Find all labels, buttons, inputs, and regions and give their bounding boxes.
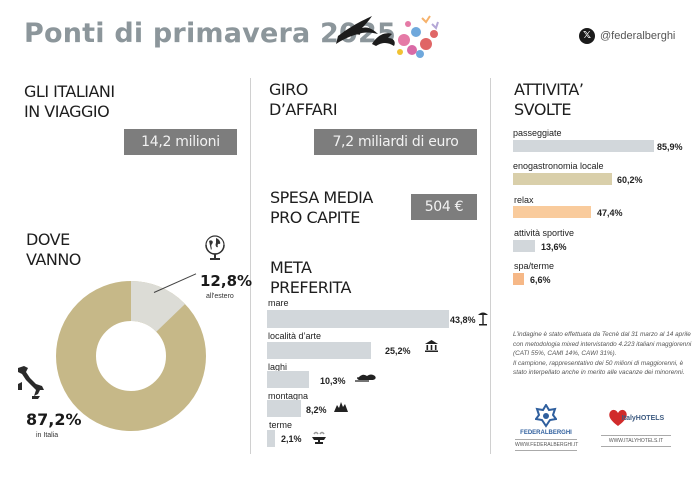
methodology-note-para2: Il campione, rappresentativo dei 50 mili… <box>513 359 685 377</box>
social-handle[interactable]: 𝕏 @federalberghi <box>579 28 675 44</box>
activity-bar-spa <box>513 273 524 285</box>
destination-heading-line2: PREFERITA <box>270 278 352 297</box>
activities-heading-line1: ATTIVITA’ <box>514 80 584 99</box>
italyhotels-name: ItalyHOTELS <box>621 414 665 422</box>
destination-bar-laghi <box>267 371 309 388</box>
spending-value: 504 € <box>411 194 477 220</box>
activity-bar-enogastronomia <box>513 173 612 185</box>
destination-label: mare <box>268 298 289 308</box>
abroad-label: all'estero <box>206 293 234 300</box>
activity-label: attività sportive <box>514 228 575 238</box>
swallow-flowers-icon <box>336 15 439 58</box>
activity-bar-sportive <box>513 240 535 252</box>
destination-value: 25,2% <box>385 346 411 356</box>
federalberghi-url[interactable]: WWW.FEDERALBERGHI.IT <box>515 442 579 448</box>
where-heading-line2: VANNO <box>26 250 81 269</box>
logo-divider <box>601 435 671 436</box>
destination-label: terme <box>269 420 293 430</box>
activities-heading-line2: SVOLTE <box>514 100 572 119</box>
federalberghi-logo[interactable]: FEDERALBERGHI WWW.FEDERALBERGHI.IT <box>515 404 579 451</box>
destination-value: 2,1% <box>281 434 302 444</box>
destination-heading-line1: META <box>270 258 312 277</box>
mountain-icon <box>334 402 348 412</box>
destination-value: 43,8% <box>450 315 476 325</box>
abroad-percent: 12,8% <box>200 272 253 290</box>
logo-divider <box>515 450 577 451</box>
destination-value: 10,3% <box>320 376 346 386</box>
globe-icon <box>205 235 225 260</box>
donut-slice-abroad <box>56 281 206 431</box>
turnover-heading-line1: GIRO <box>269 80 308 99</box>
where-heading: DOVE VANNO <box>26 230 81 270</box>
activities-heading: ATTIVITA’ SVOLTE <box>514 80 584 120</box>
turnover-heading: GIRO D’AFFARI <box>269 80 338 120</box>
activity-label: passeggiate <box>513 128 562 138</box>
heart-icon <box>609 409 627 426</box>
column-divider-2 <box>490 78 491 454</box>
x-logo-icon: 𝕏 <box>579 28 595 44</box>
travelers-heading-line2: IN VIAGGIO <box>24 102 110 121</box>
page-title: Ponti di primavera 2025 <box>24 18 396 49</box>
methodology-note: L’indagine è stato effettuata da Tecnè d… <box>513 330 693 378</box>
activity-label: spa/terme <box>514 261 555 271</box>
activity-value: 13,6% <box>541 242 567 252</box>
destination-bar-arte <box>267 342 371 359</box>
activity-label: relax <box>514 195 534 205</box>
activity-value: 47,4% <box>597 208 623 218</box>
travelers-heading: GLI ITALIANI IN VIAGGIO <box>24 82 115 122</box>
social-handle-text: @federalberghi <box>600 30 676 42</box>
destination-bar-mare <box>267 310 449 328</box>
destination-heading: META PREFERITA <box>270 258 352 298</box>
logo-divider <box>601 446 671 447</box>
italy-map-icon <box>18 366 44 399</box>
museum-icon <box>425 340 438 352</box>
destination-bar-montagna <box>267 400 301 417</box>
spa-fountain-icon <box>312 431 326 444</box>
federalberghi-name: FEDERALBERGHI <box>520 430 572 436</box>
italy-label: in Italia <box>36 432 59 439</box>
spending-heading-line2: PRO CAPITE <box>270 208 360 227</box>
activity-label: enogastronomia locale <box>513 161 604 171</box>
spending-heading-line1: SPESA MEDIA <box>270 188 373 207</box>
destination-label: località d’arte <box>268 331 322 341</box>
destination-bar-terme <box>267 430 275 447</box>
federalberghi-emblem-icon <box>535 404 557 428</box>
travelers-heading-line1: GLI ITALIANI <box>24 82 115 101</box>
methodology-note-para1: L’indagine è stato effettuata da Tecnè d… <box>513 331 692 358</box>
italyhotels-logo[interactable]: ItalyHOTELS WWW.ITALYHOTELS.IT <box>601 404 671 447</box>
logo-divider <box>515 439 577 440</box>
column-divider-1 <box>250 78 251 454</box>
destination-value: 8,2% <box>306 405 327 415</box>
where-heading-line1: DOVE <box>26 230 70 249</box>
italyhotels-url[interactable]: WWW.ITALYHOTELS.IT <box>608 438 664 444</box>
destination-donut-chart <box>56 281 206 431</box>
lake-icon <box>355 374 376 382</box>
turnover-heading-line2: D’AFFARI <box>269 100 338 119</box>
turnover-value: 7,2 miliardi di euro <box>314 129 477 155</box>
destination-label: montagna <box>268 391 309 401</box>
activity-value: 85,9% <box>657 142 683 152</box>
activity-bar-relax <box>513 206 591 218</box>
travelers-value: 14,2 milioni <box>124 129 237 155</box>
activity-value: 60,2% <box>617 175 643 185</box>
activity-value: 6,6% <box>530 275 551 285</box>
destination-label: laghi <box>268 362 288 372</box>
spending-heading: SPESA MEDIA PRO CAPITE <box>270 188 373 228</box>
beach-umbrella-icon <box>478 312 488 326</box>
italy-percent: 87,2% <box>26 410 82 429</box>
activity-bar-passeggiate <box>513 140 654 152</box>
